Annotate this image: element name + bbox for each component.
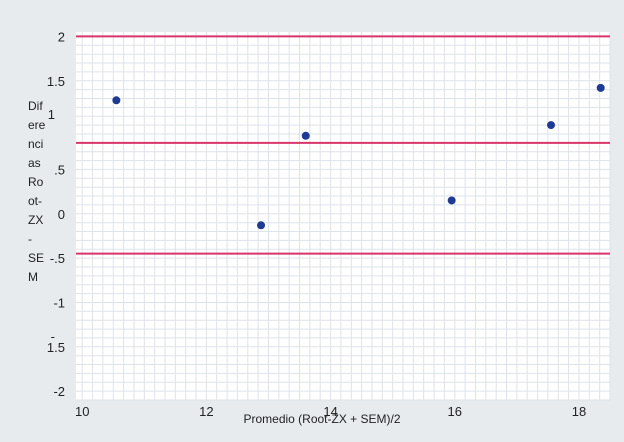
data-point <box>596 83 605 92</box>
data-point <box>447 196 456 205</box>
y-tick-label: 1.5 <box>47 74 65 89</box>
y-tick-label: 2 <box>58 29 65 44</box>
x-axis-ticks: 10 12 14 16 18 <box>75 404 586 419</box>
x-tick-label: 12 <box>199 404 213 419</box>
grid <box>76 32 611 401</box>
reference-lines <box>76 35 610 255</box>
y-axis-label-line: ZX <box>28 213 43 227</box>
y-axis-label-line: Dif <box>28 99 43 113</box>
y-axis-label: Dif ere nci as Ro ot- ZX - SE M <box>28 99 46 284</box>
y-axis-ticks: 2 1.5 .5 0 -.5 -1 1.5 -2 1 - <box>47 29 65 399</box>
y-axis-label-line: - <box>28 232 32 246</box>
y-tick-label: -1 <box>53 295 65 310</box>
y-tick-label: -2 <box>53 384 65 399</box>
y-tick-label: 1 <box>48 107 55 122</box>
y-axis-label-line: Ro <box>28 175 44 189</box>
y-tick-label: -.5 <box>50 251 65 266</box>
y-axis-label-line: ere <box>28 118 46 132</box>
data-point <box>112 96 121 105</box>
x-tick-label: 16 <box>448 404 462 419</box>
y-tick-label: 0 <box>58 207 65 222</box>
plot-area <box>76 32 610 400</box>
y-axis-label-line: SE <box>28 251 44 265</box>
x-tick-label: 14 <box>323 404 337 419</box>
y-tick-label: 1.5 <box>47 340 65 355</box>
y-axis-label-line: as <box>28 156 41 170</box>
y-axis-label-line: nci <box>28 137 43 151</box>
x-axis-label: Promedio (Root-ZX + SEM)/2 <box>243 412 400 426</box>
data-points <box>112 83 605 230</box>
y-tick-label: - <box>51 329 55 344</box>
data-point <box>257 221 266 230</box>
data-point <box>547 121 556 130</box>
data-point <box>301 131 310 140</box>
y-axis-label-line: M <box>28 270 38 284</box>
x-tick-label: 10 <box>75 404 89 419</box>
y-tick-label: .5 <box>54 162 65 177</box>
y-axis-label-line: ot- <box>28 194 42 208</box>
x-tick-label: 18 <box>572 404 586 419</box>
